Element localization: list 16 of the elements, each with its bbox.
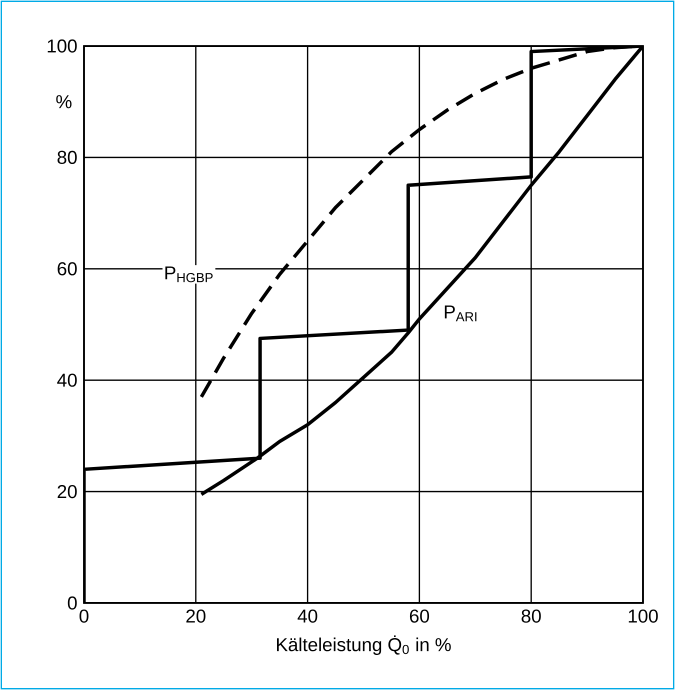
x-tick-label: 100 [628,609,658,623]
y-tick-label: 100 [48,39,77,53]
x-tick-label: 80 [522,609,541,623]
x-tick-label: 60 [410,609,430,623]
y-tick-label: 80 [58,150,77,164]
y-tick-label: 40 [57,374,77,387]
x-tick-label: 40 [298,609,318,623]
y-tick-label: 0 [68,596,77,610]
x-axis-title: Kälteleistung Q̇$_{0}$ in % [277,635,451,655]
y-tick-label: 60 [58,262,77,276]
x-tick-label: 20 [186,609,206,623]
annotation: P$_{HGBP}$ [165,266,213,282]
y-tick-label: 20 [58,484,77,498]
annotation: P$_{ARI}$ [444,306,476,322]
y-axis-title: % [56,95,72,108]
x-tick-label: 0 [80,609,88,623]
